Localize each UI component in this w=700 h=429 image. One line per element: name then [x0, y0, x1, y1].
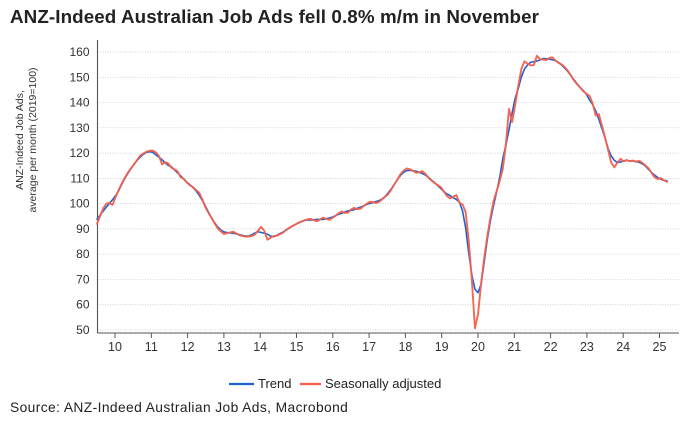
svg-text:23: 23	[580, 340, 594, 354]
svg-text:50: 50	[76, 323, 90, 337]
svg-text:19: 19	[435, 340, 449, 354]
svg-text:60: 60	[76, 298, 90, 312]
svg-text:15: 15	[290, 340, 304, 354]
svg-text:Trend: Trend	[258, 376, 291, 391]
svg-text:18: 18	[398, 340, 412, 354]
svg-text:17: 17	[362, 340, 376, 354]
svg-text:24: 24	[616, 340, 630, 354]
svg-text:100: 100	[69, 197, 89, 211]
svg-text:10: 10	[108, 340, 122, 354]
svg-text:13: 13	[217, 340, 231, 354]
svg-text:21: 21	[507, 340, 521, 354]
svg-text:120: 120	[69, 146, 89, 160]
svg-text:80: 80	[76, 247, 90, 261]
svg-text:150: 150	[69, 70, 89, 84]
svg-text:140: 140	[69, 96, 89, 110]
svg-text:110: 110	[70, 171, 89, 185]
svg-text:11: 11	[145, 340, 158, 354]
svg-text:16: 16	[326, 340, 340, 354]
svg-text:130: 130	[69, 121, 89, 135]
svg-text:70: 70	[76, 272, 90, 286]
svg-text:90: 90	[76, 222, 90, 236]
svg-text:160: 160	[69, 45, 89, 59]
svg-text:22: 22	[544, 340, 558, 354]
svg-text:25: 25	[653, 340, 667, 354]
svg-text:20: 20	[471, 340, 485, 354]
svg-text:14: 14	[253, 340, 267, 354]
svg-text:Seasonally adjusted: Seasonally adjusted	[325, 376, 441, 391]
svg-text:12: 12	[181, 340, 195, 354]
